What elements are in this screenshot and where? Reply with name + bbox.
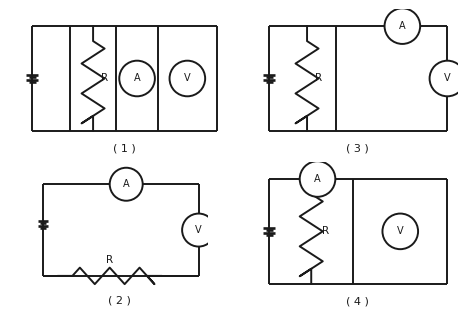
Text: A: A	[134, 74, 140, 84]
Text: V: V	[444, 74, 451, 84]
Text: A: A	[399, 21, 406, 31]
Text: ( 1 ): ( 1 )	[113, 144, 136, 154]
Circle shape	[182, 214, 215, 246]
Text: A: A	[123, 179, 129, 189]
Text: ( 3 ): ( 3 )	[346, 144, 369, 154]
Text: A: A	[314, 174, 321, 184]
Circle shape	[170, 61, 205, 96]
Text: R: R	[315, 74, 322, 84]
Text: V: V	[195, 225, 202, 235]
Circle shape	[119, 61, 155, 96]
Circle shape	[429, 61, 465, 96]
Circle shape	[300, 161, 335, 197]
Text: R: R	[106, 255, 113, 265]
Circle shape	[383, 214, 418, 249]
Text: R: R	[322, 227, 329, 236]
Text: V: V	[184, 74, 191, 84]
Text: ( 2 ): ( 2 )	[109, 295, 131, 305]
Circle shape	[384, 8, 420, 44]
Text: R: R	[101, 74, 109, 84]
Text: V: V	[397, 227, 403, 236]
Text: ( 4 ): ( 4 )	[346, 297, 369, 307]
Circle shape	[109, 168, 143, 201]
